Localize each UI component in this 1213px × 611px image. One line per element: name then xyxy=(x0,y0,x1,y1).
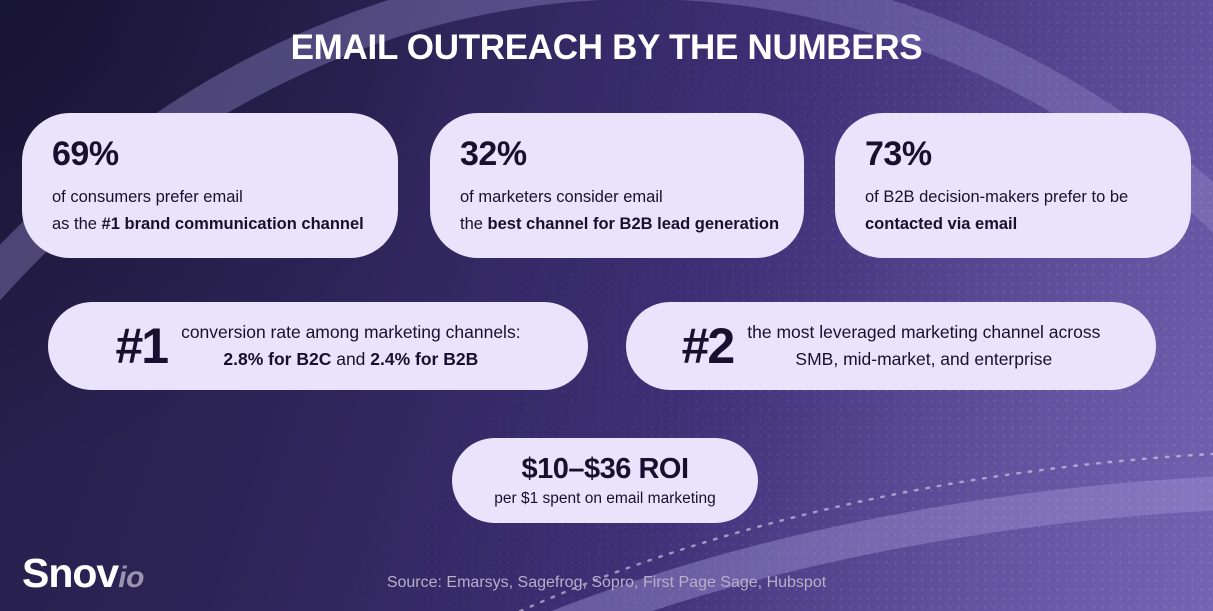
stat-line-1: of B2B decision-makers prefer to be xyxy=(865,188,1129,206)
stat-value: 69% xyxy=(52,135,119,173)
stat-value: 73% xyxy=(865,135,932,173)
rank-card-conversion-rate: #1 conversion rate among marketing chann… xyxy=(48,302,588,390)
rank-line-2-and: and xyxy=(331,349,371,369)
stat-line-2: as the #1 brand communication channel xyxy=(52,211,384,238)
roi-value: $10–$36 ROI xyxy=(521,453,689,485)
source-attribution: Source: Emarsys, Sagefrog, Sopro, First … xyxy=(386,574,827,591)
rank-text: conversion rate among marketing channels… xyxy=(181,319,521,373)
roi-card: $10–$36 ROI per $1 spent on email market… xyxy=(452,438,758,523)
stat-card-marketers: 32% of marketers consider email the best… xyxy=(430,113,804,258)
rank-number: #1 xyxy=(115,318,169,374)
stat-line-2-bold: contacted via email xyxy=(865,215,1018,233)
rank-line-1: the most leveraged marketing channel acr… xyxy=(747,322,1101,342)
stat-line-2: contacted via email xyxy=(865,211,1177,238)
rank-line-2: SMB, mid-market, and enterprise xyxy=(795,349,1053,369)
stat-card-b2b-decision-makers: 73% of B2B decision-makers prefer to be … xyxy=(835,113,1191,258)
stat-line-1: of consumers prefer email xyxy=(52,188,243,206)
stat-line-2-regular: the xyxy=(460,215,488,233)
snovio-logo: Snovio xyxy=(22,553,144,594)
rank-number: #2 xyxy=(681,318,736,374)
stat-value: 32% xyxy=(460,135,527,173)
rank-line-2: 2.8% for B2C and 2.4% for B2B xyxy=(181,346,521,373)
rank-text: the most leveraged marketing channel acr… xyxy=(747,319,1100,373)
stat-card-consumers: 69% of consumers prefer email as the #1 … xyxy=(22,113,398,258)
rank-line-2-bold-b2c: 2.8% for B2C xyxy=(223,349,332,369)
rank-line-2-bold-b2b: 2.4% for B2B xyxy=(370,349,479,369)
stat-line-1: of marketers consider email xyxy=(460,188,663,206)
stat-line-2-bold: #1 brand communication channel xyxy=(101,215,364,233)
page-title: EMAIL OUTREACH BY THE NUMBERS xyxy=(290,28,923,67)
snovio-logo-main: Snov xyxy=(22,550,119,596)
snovio-logo-suffix: io xyxy=(118,561,144,594)
rank-line-1: conversion rate among marketing channels… xyxy=(181,322,521,342)
roi-caption: per $1 spent on email marketing xyxy=(494,490,716,507)
stat-line-2-regular: as the xyxy=(52,215,102,233)
rank-card-most-leveraged: #2 the most leveraged marketing channel … xyxy=(626,302,1156,390)
stat-line-2: the best channel for B2B lead generation xyxy=(460,211,790,238)
stat-line-2-bold: best channel for B2B lead generation xyxy=(487,215,780,233)
